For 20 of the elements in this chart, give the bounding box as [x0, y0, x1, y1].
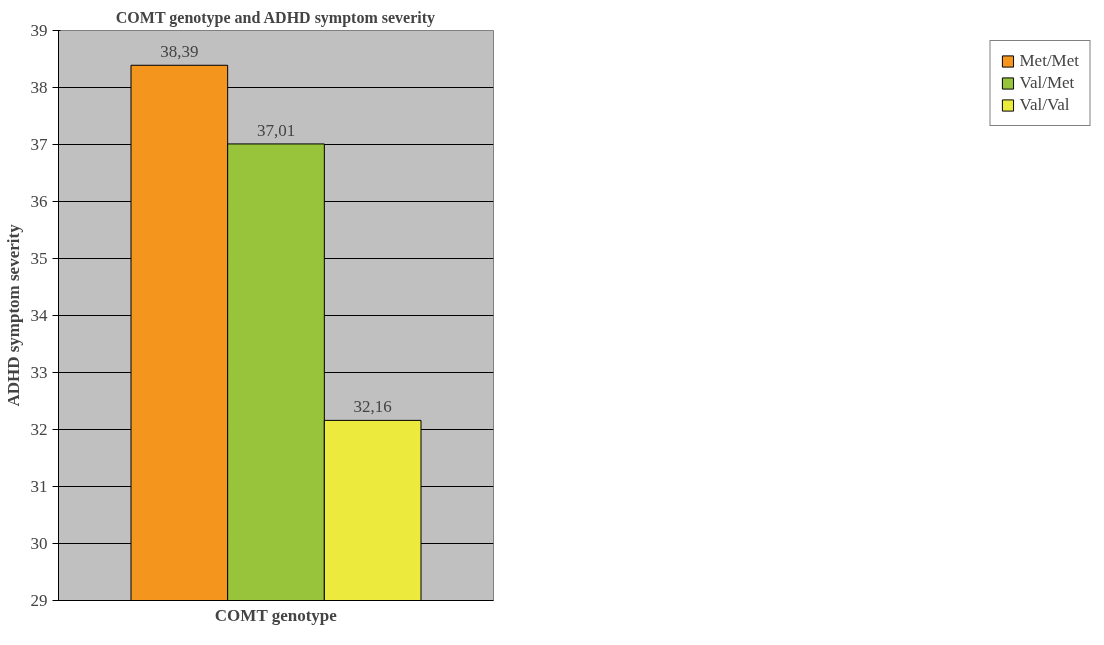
y-tick-label: 39 — [30, 21, 48, 40]
y-tick-label: 32 — [30, 420, 48, 439]
y-tick-label: 33 — [30, 363, 48, 382]
y-tick-label: 35 — [30, 249, 48, 268]
legend-label: Met/Met — [1019, 51, 1079, 71]
y-tick-label: 34 — [30, 306, 48, 325]
legend-label: Val/Met — [1019, 73, 1075, 93]
data-label: 37,01 — [256, 120, 296, 140]
data-label: 32,16 — [353, 397, 392, 417]
data-label: 38,39 — [160, 42, 199, 62]
y-tick-label: 29 — [30, 591, 48, 610]
x-axis-title: COMT genotype — [214, 605, 338, 625]
y-tick-label: 30 — [30, 534, 48, 553]
y-tick-label: 31 — [30, 477, 48, 496]
y-tick-label: 36 — [30, 192, 48, 211]
chart-title: COMT genotype and ADHD symptom severity — [115, 8, 436, 27]
y-tick-label: 38 — [30, 78, 48, 97]
y-axis-title: ADHD symptom severity — [3, 223, 23, 407]
y-tick-label: 37 — [30, 135, 48, 154]
legend-label: Val/Val — [1019, 95, 1070, 115]
